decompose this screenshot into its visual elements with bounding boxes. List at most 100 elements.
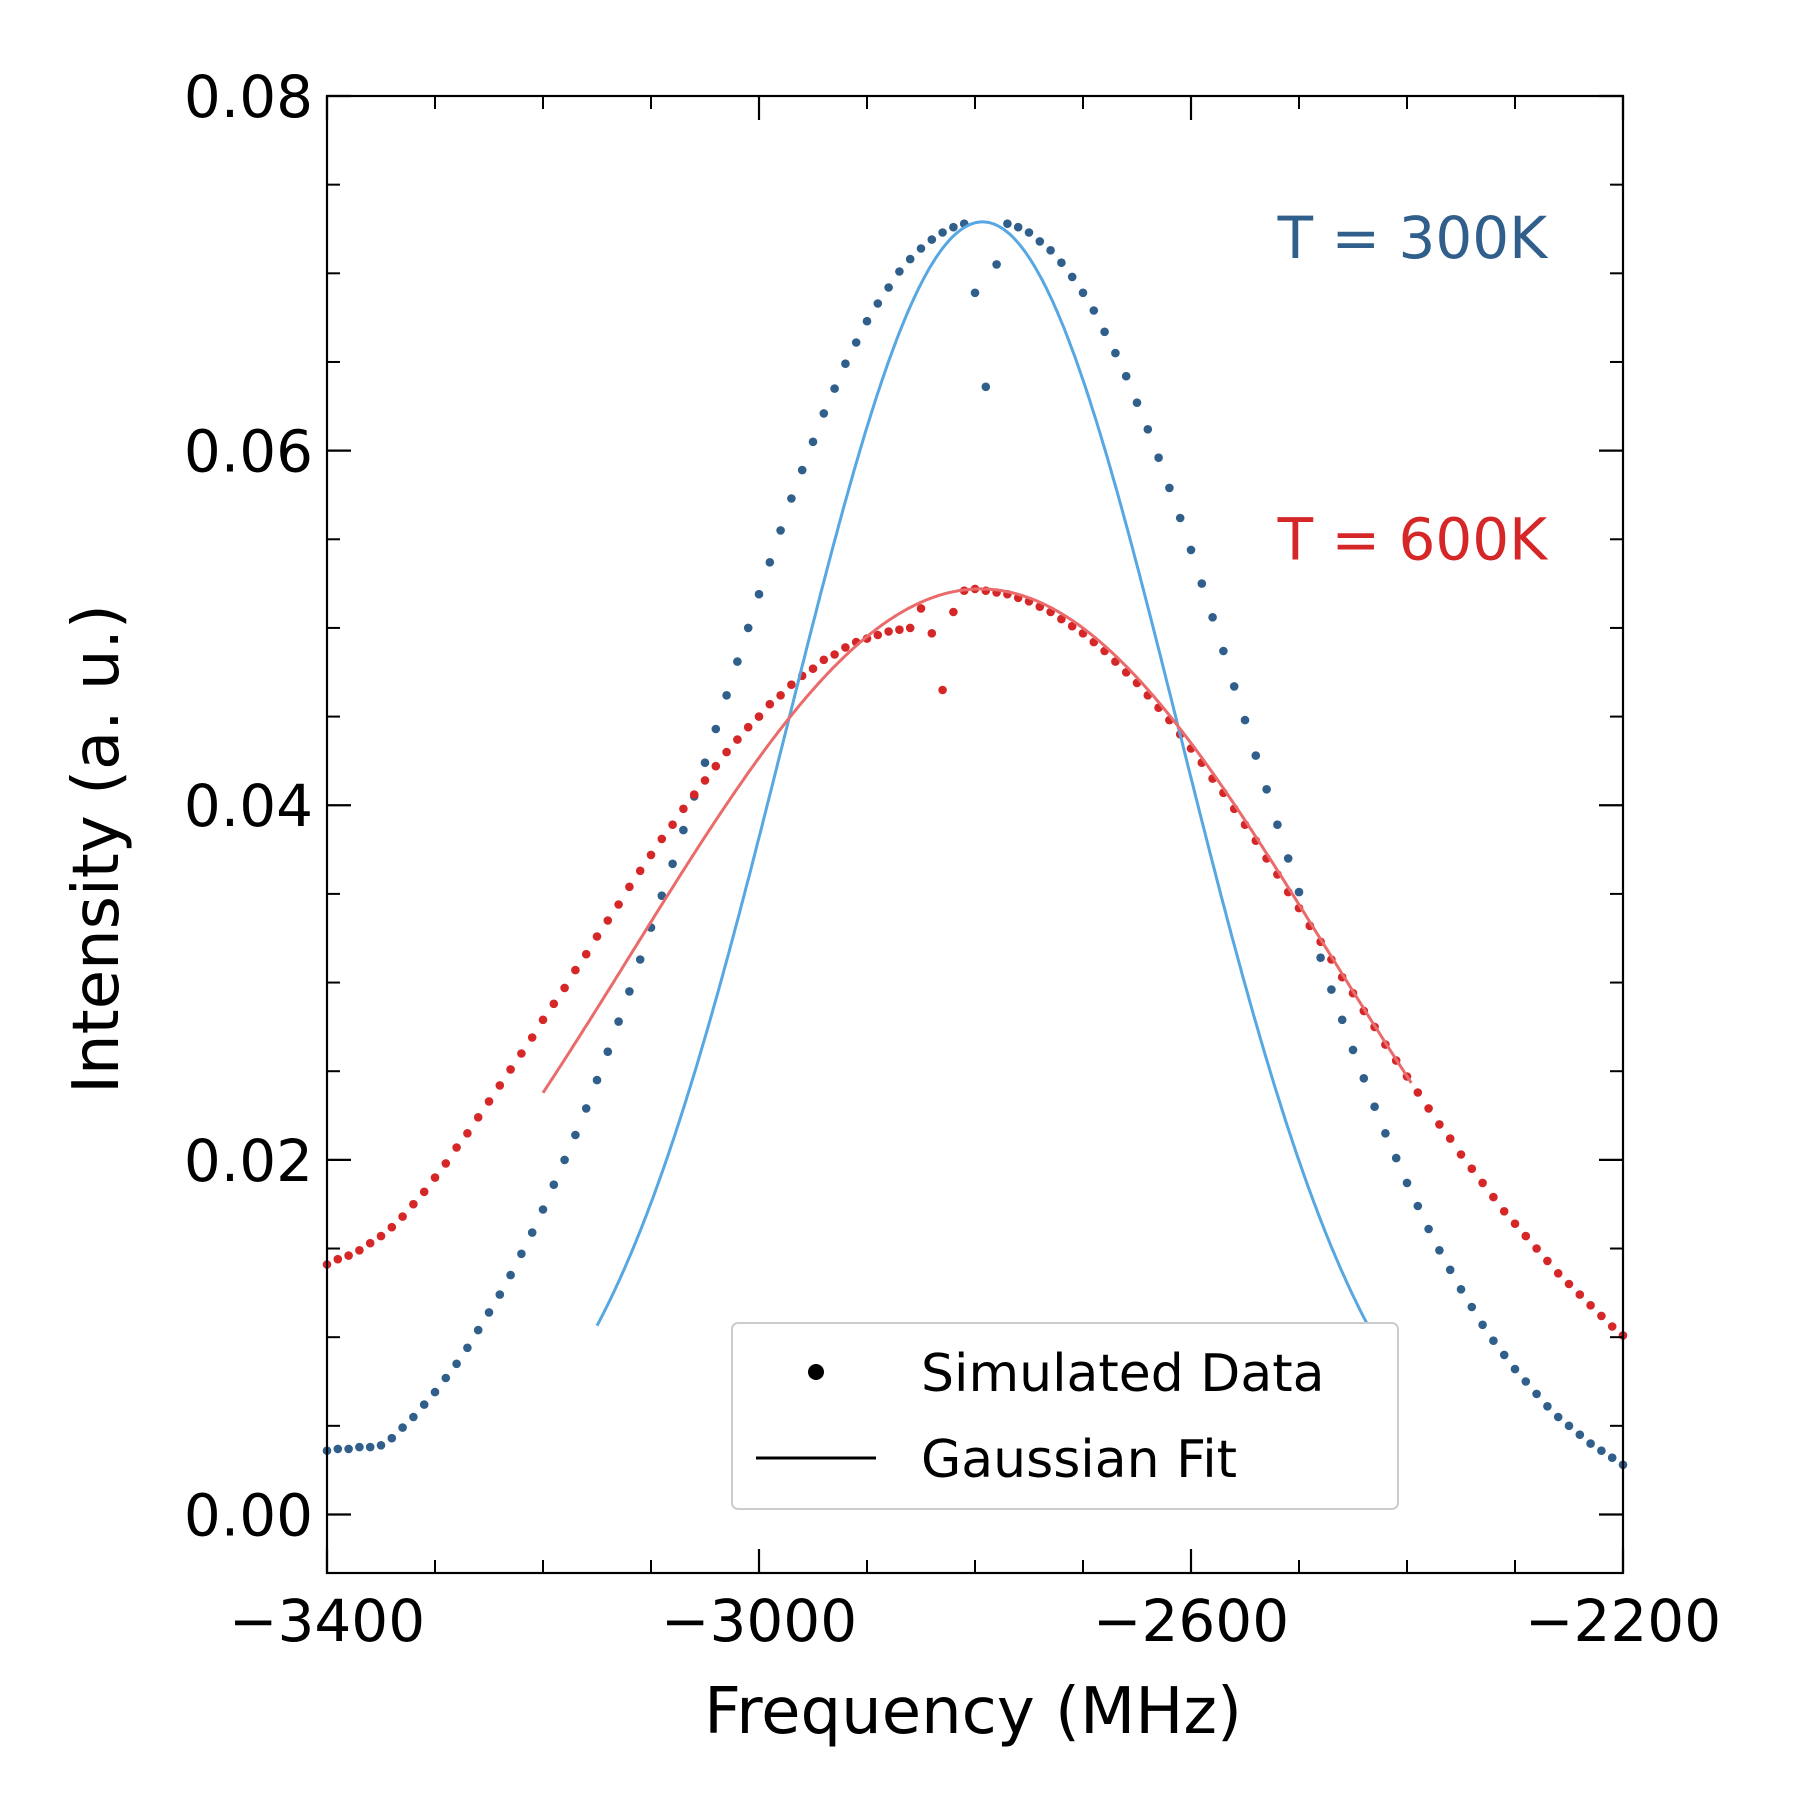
data-point: [700, 776, 710, 785]
data-point: [506, 1065, 515, 1074]
data-point: [1510, 1364, 1520, 1374]
data-point: [376, 1231, 386, 1241]
data-point: [517, 1249, 526, 1259]
axis-ticks: −3400 −3000 −2600 −2200 0.00 0.02 0.04 0.06 0.08: [184, 63, 1721, 1655]
data-point: [376, 1441, 386, 1450]
data-point: [1078, 288, 1088, 298]
data-point: [344, 1444, 353, 1454]
data-point: [1424, 1104, 1433, 1113]
data-point: [711, 761, 721, 771]
y-tick-label: 0.02: [184, 1127, 313, 1195]
data-point: [819, 409, 829, 418]
data-point: [711, 724, 721, 734]
data-point: [1111, 348, 1120, 358]
data-point: [1100, 327, 1109, 337]
data-point: [1510, 1219, 1520, 1228]
data-point: [787, 494, 796, 503]
data-point: [927, 235, 937, 244]
data-point: [538, 1205, 548, 1214]
data-point: [1402, 1178, 1412, 1188]
data-point: [581, 1104, 591, 1113]
data-point: [657, 834, 667, 844]
data-point: [355, 1246, 364, 1255]
data-point: [1532, 1389, 1541, 1399]
data-point: [495, 1290, 505, 1299]
data-point: [592, 932, 602, 941]
data-point: [1283, 854, 1293, 863]
data-point: [1456, 1285, 1466, 1294]
data-point: [1445, 1134, 1455, 1143]
data-point: [1467, 1302, 1477, 1312]
data-point: [1121, 371, 1131, 381]
data-point: [603, 1047, 613, 1056]
data-point: [473, 1325, 483, 1335]
data-point: [1197, 579, 1207, 588]
data-point: [1381, 1129, 1390, 1138]
data-point: [1273, 820, 1282, 829]
data-point: [1165, 483, 1174, 493]
data-point: [1435, 1120, 1444, 1129]
y-axis-label: Intensity (a. u.): [60, 604, 134, 1094]
data-point: [1597, 1311, 1606, 1321]
data-point: [646, 850, 656, 860]
data-point: [495, 1081, 505, 1090]
data-point: [1348, 1045, 1358, 1055]
data-point: [895, 267, 904, 276]
data-point: [1359, 1074, 1369, 1083]
legend-box: [731, 1322, 1399, 1510]
data-point: [733, 657, 742, 666]
data-point: [787, 680, 796, 689]
data-point: [452, 1359, 461, 1369]
data-point: [1607, 1453, 1617, 1462]
data-point: [1553, 1269, 1563, 1278]
data-point: [1586, 1439, 1595, 1448]
data-point: [1489, 1192, 1498, 1202]
data-point: [581, 949, 591, 959]
data-point: [344, 1251, 353, 1260]
data-point: [981, 382, 991, 392]
y-tick-label: 0.08: [184, 63, 313, 131]
data-point: [506, 1270, 515, 1280]
legend-marker-dot: [808, 1364, 824, 1380]
data-point: [1337, 1015, 1347, 1025]
data-point: [916, 604, 926, 613]
data-point: [527, 1033, 537, 1042]
data-point: [1521, 1231, 1531, 1241]
data-point: [905, 254, 915, 264]
data-point: [1391, 1153, 1401, 1163]
data-point: [938, 685, 947, 695]
fit-line-2: [595, 220, 1370, 1327]
data-point: [1154, 453, 1163, 463]
data-point: [365, 1442, 375, 1452]
data-point: [1499, 1350, 1509, 1360]
data-point: [603, 916, 613, 925]
data-point: [1564, 1279, 1574, 1289]
data-point: [1316, 953, 1325, 962]
data-point: [452, 1143, 461, 1152]
data-point: [333, 1444, 343, 1454]
data-point: [1327, 985, 1336, 994]
data-point: [765, 558, 775, 567]
data-point: [765, 699, 775, 709]
annotation-600k: T = 600K: [1277, 505, 1550, 573]
y-tick-label: 0.04: [184, 772, 313, 840]
data-point: [841, 643, 850, 652]
data-point: [1521, 1377, 1531, 1386]
data-point: [625, 987, 634, 996]
data-point: [463, 1129, 472, 1138]
data-point: [1456, 1150, 1466, 1159]
data-point: [657, 891, 667, 900]
data-point: [1067, 621, 1077, 631]
data-point: [473, 1113, 483, 1122]
data-point: [1597, 1446, 1606, 1455]
data-point: [938, 228, 947, 237]
data-point: [992, 260, 1001, 269]
data-point: [625, 882, 634, 892]
data-point: [430, 1173, 440, 1182]
data-point: [743, 722, 753, 732]
data-point: [398, 1423, 407, 1432]
data-point: [1229, 682, 1239, 691]
data-point: [560, 1155, 569, 1165]
data-point: [1499, 1207, 1509, 1216]
